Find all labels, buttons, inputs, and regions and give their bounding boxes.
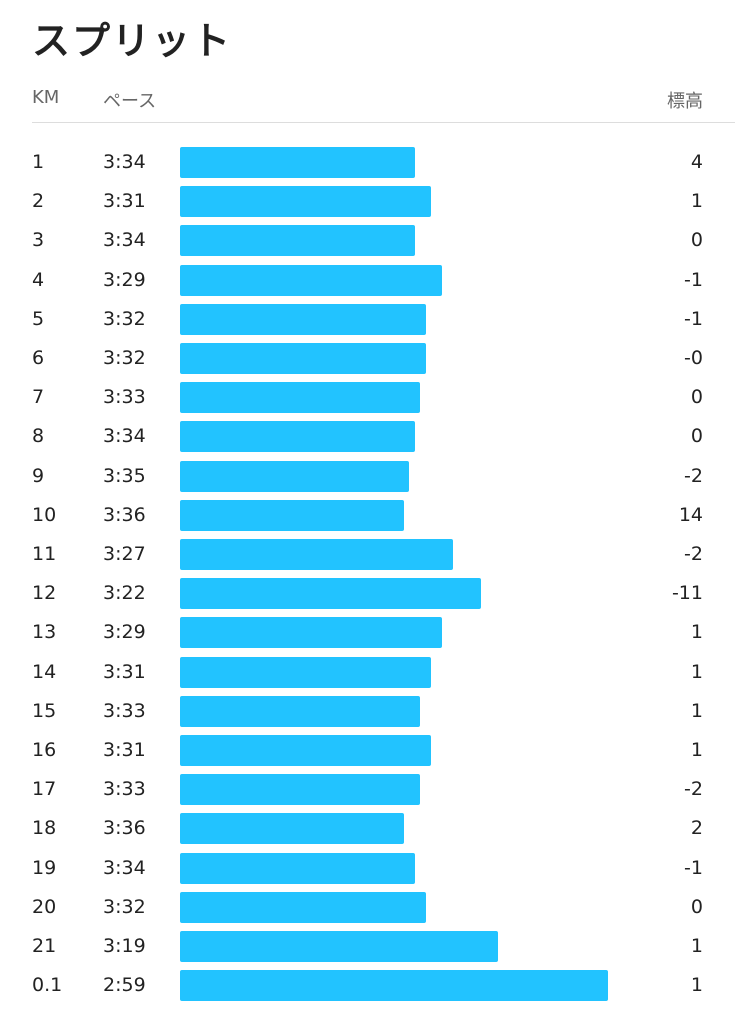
pace: 3:19 <box>103 935 146 957</box>
km: 14 <box>32 660 57 683</box>
pace: 3:36 <box>103 503 146 526</box>
divider <box>32 122 735 123</box>
elevation: -1 <box>684 856 703 879</box>
pace-bar <box>180 852 415 884</box>
pace-bar <box>180 695 421 727</box>
pace: 3:29 <box>103 621 146 644</box>
pace: 3:33 <box>103 778 146 801</box>
pace-bar <box>180 421 415 453</box>
pace: 3:33 <box>103 699 146 722</box>
km: 6 <box>32 347 45 369</box>
pace-bar <box>180 264 443 296</box>
elevation: -2 <box>684 464 703 487</box>
header-pace: ペース <box>103 91 157 112</box>
pace: 3:34 <box>103 151 146 173</box>
pace: 3:32 <box>103 895 146 918</box>
km: 15 <box>32 699 57 722</box>
km: 18 <box>32 817 57 840</box>
pace-bar <box>180 774 421 806</box>
header-elevation: 標高 <box>667 91 703 112</box>
pace: 3:31 <box>103 190 146 213</box>
elevation: 1 <box>690 974 703 997</box>
elevation: 1 <box>690 190 703 213</box>
pace: 3:34 <box>103 425 146 448</box>
pace: 3:34 <box>103 229 146 252</box>
elevation: 1 <box>690 935 703 957</box>
pace-bar <box>180 539 454 570</box>
title: スプリット <box>32 19 233 63</box>
pace-bar <box>180 931 498 962</box>
km: 3 <box>32 229 45 252</box>
pace: 3:27 <box>103 543 146 565</box>
pace: 3:36 <box>103 817 146 840</box>
pace: 3:31 <box>103 739 146 761</box>
pace: 3:32 <box>103 347 146 369</box>
pace: 3:33 <box>103 386 146 409</box>
elevation: 1 <box>690 699 703 722</box>
elevation: -1 <box>684 268 703 291</box>
pace-bar <box>180 499 404 531</box>
pace-bar <box>180 303 426 335</box>
km: 4 <box>32 268 45 291</box>
km: 16 <box>32 739 57 761</box>
pace: 3:22 <box>103 582 146 605</box>
elevation: 0 <box>690 425 703 448</box>
elevation: 1 <box>690 739 703 761</box>
km: 8 <box>32 425 45 448</box>
km: 19 <box>32 856 57 879</box>
elevation: 2 <box>690 817 703 840</box>
pace-bar <box>180 382 421 414</box>
elevation: -2 <box>684 778 703 801</box>
elevation: 0 <box>690 229 703 252</box>
pace-bar <box>180 735 432 766</box>
pace: 3:31 <box>103 660 146 683</box>
elevation: 14 <box>678 503 703 526</box>
km: 21 <box>32 935 57 957</box>
pace-bar <box>180 656 432 688</box>
pace-bar <box>180 970 608 1002</box>
km: 9 <box>32 464 45 487</box>
pace: 3:34 <box>103 856 146 879</box>
km: 13 <box>32 621 57 644</box>
pace-bar <box>180 891 426 923</box>
pace-bar <box>180 578 482 610</box>
km: 5 <box>32 307 45 330</box>
elevation: 1 <box>690 660 703 683</box>
pace: 2:59 <box>103 974 146 997</box>
elevation: 0 <box>690 386 703 409</box>
km: 7 <box>32 386 45 409</box>
elevation: -1 <box>684 307 703 330</box>
km: 20 <box>32 895 57 918</box>
elevation: -2 <box>684 543 703 565</box>
pace-bar <box>180 460 410 492</box>
pace-bar <box>180 617 443 649</box>
pace: 3:35 <box>103 464 146 487</box>
header-km: KM <box>32 87 60 108</box>
pace-bar <box>180 225 415 257</box>
elevation: 4 <box>690 151 703 173</box>
km: 0.1 <box>32 974 63 997</box>
elevation: 1 <box>690 621 703 644</box>
pace-bar <box>180 813 404 845</box>
km: 11 <box>32 543 57 565</box>
elevation: -11 <box>671 582 703 605</box>
km: 2 <box>32 190 45 213</box>
km: 17 <box>32 778 57 801</box>
pace-bar <box>180 147 415 178</box>
km: 12 <box>32 582 57 605</box>
elevation: 0 <box>690 895 703 918</box>
pace-bar <box>180 186 432 218</box>
km: 10 <box>32 503 57 526</box>
pace-bar <box>180 343 426 374</box>
elevation: -0 <box>684 347 703 369</box>
pace: 3:29 <box>103 268 146 291</box>
pace: 3:32 <box>103 307 146 330</box>
km: 1 <box>32 151 45 173</box>
